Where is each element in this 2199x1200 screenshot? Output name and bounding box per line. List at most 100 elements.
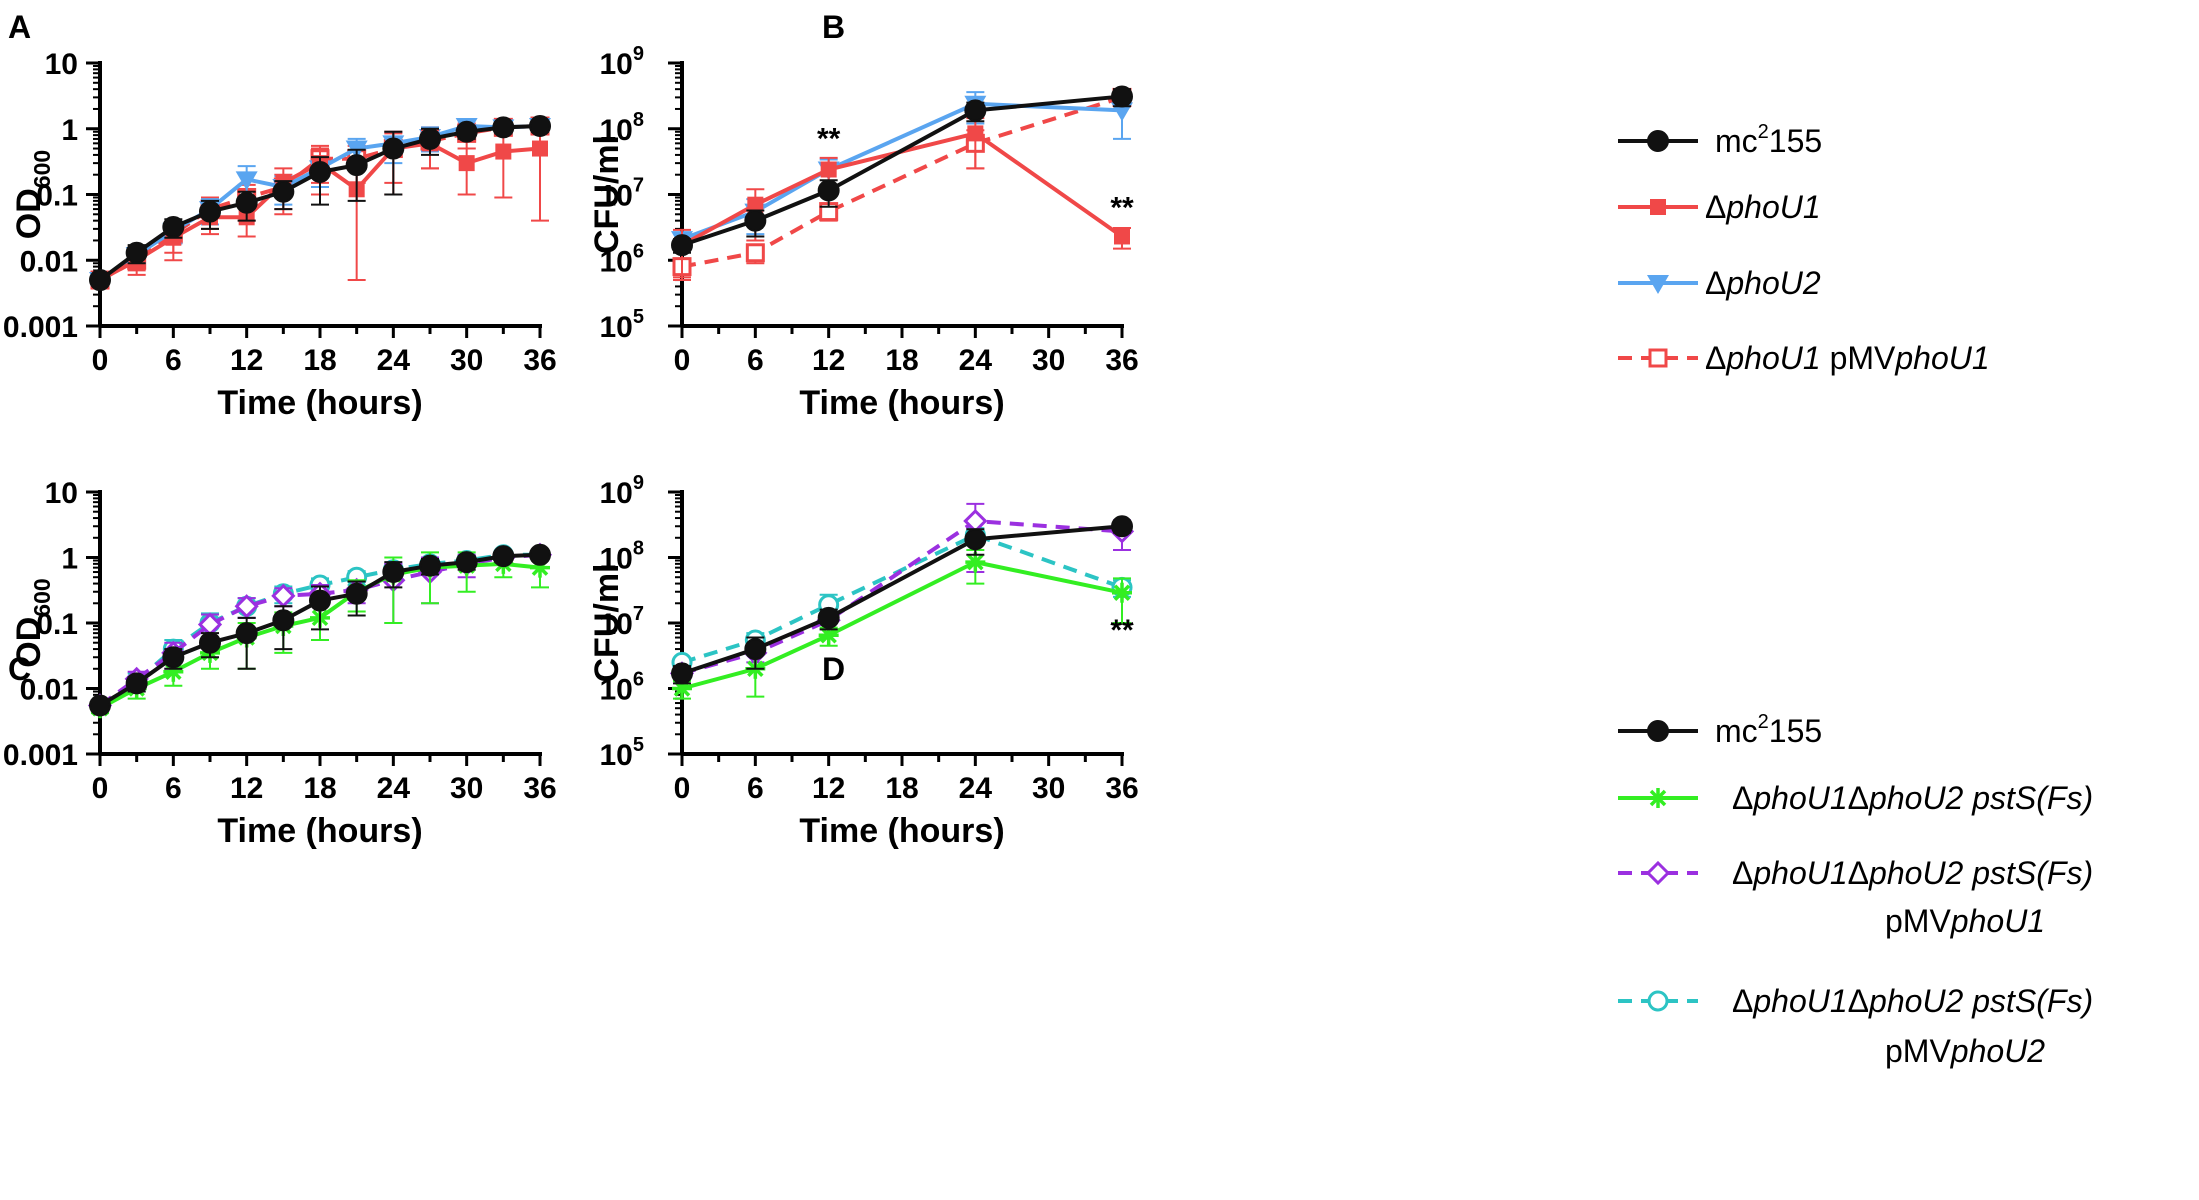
x-axis-title: Time (hours) [217,384,422,422]
x-tick-label: 36 [1105,772,1138,805]
legend-label: mc2155 [1715,121,1822,159]
x-tick-label: 6 [747,344,764,377]
data-point [309,160,331,183]
legend-label: ΔphoU2 [1705,265,1821,301]
y-tick-label: 10 [45,48,78,81]
data-point [455,120,478,143]
star-stroke [820,627,837,644]
y-title-sub: 600 [29,578,55,616]
data-point [817,606,840,629]
star-stroke [1113,584,1131,601]
data-point [345,154,368,177]
tick-base: 10 [600,543,633,576]
data-point [744,209,767,232]
y-tick-label: 107 [600,603,645,641]
series-mc2155 [89,115,551,292]
x-tick-label: 24 [959,772,993,805]
y-tick-label: 0.1 [36,180,78,213]
y-tick-label: 1 [61,543,78,576]
data-point [309,589,331,612]
y-tick-label: 106 [600,240,645,278]
data-point [125,672,148,695]
legend-marker [1647,275,1669,294]
panel-label-b: B [822,9,845,45]
x-tick-label: 12 [812,344,845,377]
y-tick-label: 0.001 [3,739,78,772]
x-tick-label: 30 [450,344,483,377]
data-point [235,171,258,191]
y-tick-label: 107 [600,175,645,213]
legend-marker [1650,199,1666,215]
panel-label-a: A [8,9,31,45]
data-point [199,200,221,223]
tick-exponent: 8 [633,109,644,131]
x-tick-label: 18 [885,344,918,377]
x-tick-label: 0 [674,344,691,377]
y-title-main: OD [10,617,48,668]
tick-exponent: 7 [633,175,644,197]
series-mc2155 [671,85,1133,257]
legend-marker [1647,990,1669,1012]
legend-item-mc2155: mc2155 [1618,121,1822,159]
x-tick-label: 0 [674,772,691,805]
data-point [382,561,405,584]
x-tick-label: 24 [377,344,411,377]
legend-item-mc2155: mc2155 [1618,711,1822,749]
tick-exponent: 8 [633,538,644,560]
x-axis-title: Time (hours) [799,384,1004,422]
data-point [89,269,111,292]
x-tick-label: 6 [165,344,182,377]
legend-label-line2: pMVphoU2 [1885,1033,2045,1069]
data-point [1114,228,1130,245]
data-point [272,180,295,203]
data-point [419,127,441,150]
series-mc2155 [89,543,551,717]
tick-exponent: 9 [633,472,644,494]
data-point [747,196,764,213]
x-tick-label: 18 [885,772,918,805]
legend-marker [1645,860,1671,886]
tick-base: 10 [600,245,633,278]
y-tick-label: 108 [600,109,645,147]
legend-label-line2: pMVphoU1 [1885,903,2045,939]
x-tick-label: 24 [959,344,993,377]
data-point [745,243,765,263]
star-stroke [1649,789,1667,807]
y-tick-label: 109 [600,43,645,81]
data-point [492,545,515,568]
series-line [681,95,1123,269]
tick-base: 10 [600,674,633,707]
data-point [1111,515,1133,538]
data-point [744,638,767,661]
series-mc2155 [671,515,1133,685]
y-axis-title: CFU/ml [588,135,626,254]
data-point [89,694,111,717]
x-tick-label: 6 [747,772,764,805]
data-point [964,99,987,122]
y-axis-title: OD600 [10,150,55,239]
y-axis-title: OD600 [10,578,55,667]
series-ΔphoU1 [673,117,1131,282]
chart-panel-a: 0 6 12 18 24 30 36 0.001 0.01 0.1 1 10 Time (hours) O… [3,48,557,422]
data-point [532,140,548,157]
legend-item-triple-mutant-pmvphou1: ΔphoU1ΔphoU2 pstS(Fs) pMVphoU1 [1618,855,2093,939]
data-point [382,137,405,160]
data-point [964,528,987,551]
x-tick-label: 30 [1032,772,1065,805]
data-point [458,155,475,172]
data-point [272,609,295,632]
data-point [199,631,221,654]
y-tick-label: 0.01 [20,245,78,278]
y-tick-label: 105 [600,306,645,344]
x-tick-label: 30 [1032,344,1065,377]
chart-panel-c: 0 6 12 18 24 30 36 0.001 0.01 0.1 1 10 Time (hours) O… [3,477,557,850]
tick-exponent: 9 [633,43,644,65]
x-tick-label: 0 [92,344,109,377]
tick-base: 10 [600,739,633,772]
y-tick-label: 10 [45,477,78,510]
series-ΔphoU1 [91,128,549,289]
data-point [820,161,837,178]
star-stroke [967,553,984,571]
y-title-sub: 600 [29,150,55,188]
